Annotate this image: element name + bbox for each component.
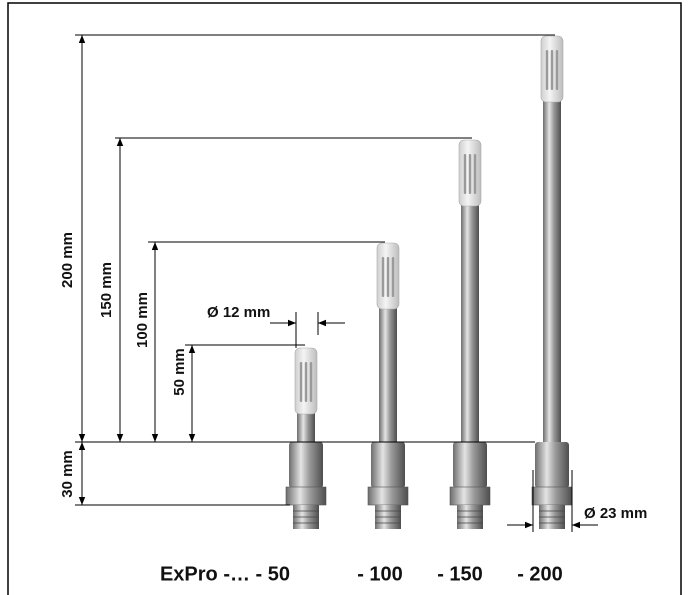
probe-part	[381, 257, 385, 297]
probe-part	[285, 486, 327, 506]
probe-part	[555, 50, 559, 90]
model-label: - 150	[437, 563, 483, 585]
probe-part	[289, 442, 323, 488]
model-label: - 200	[517, 563, 563, 585]
model-label: - 100	[357, 563, 403, 585]
probe-part	[449, 486, 491, 506]
probe-part	[543, 96, 561, 442]
probe-part	[371, 442, 405, 488]
dimension-label: Ø 12 mm	[207, 304, 270, 321]
probe-part	[379, 303, 397, 442]
dimension-label: 50 mm	[171, 348, 188, 396]
probe-part	[461, 200, 479, 442]
probe-part	[299, 362, 303, 402]
probe-part	[304, 362, 308, 402]
probe-part	[367, 486, 409, 506]
dimension-label: 150 mm	[98, 262, 115, 318]
probes	[285, 35, 573, 529]
dimension-label: 30 mm	[59, 450, 76, 498]
probe-part	[391, 257, 395, 297]
probe-part	[453, 442, 487, 488]
probe-part	[309, 362, 313, 402]
probe-part	[386, 257, 390, 297]
probe-part	[531, 486, 573, 506]
probe-part	[473, 154, 477, 194]
model-label: ExPro -… - 50	[160, 563, 290, 585]
probe-part	[468, 154, 472, 194]
dimension-label: 200 mm	[59, 232, 76, 288]
probe-part	[463, 154, 467, 194]
dimension-label: Ø 23 mm	[584, 505, 647, 522]
probe-part	[297, 408, 315, 442]
probe-part	[550, 50, 554, 90]
frame	[7, 2, 682, 595]
dimension-lines	[75, 34, 598, 532]
probe-part	[535, 442, 569, 488]
probe-part	[545, 50, 549, 90]
dimension-label: 100 mm	[134, 292, 151, 348]
